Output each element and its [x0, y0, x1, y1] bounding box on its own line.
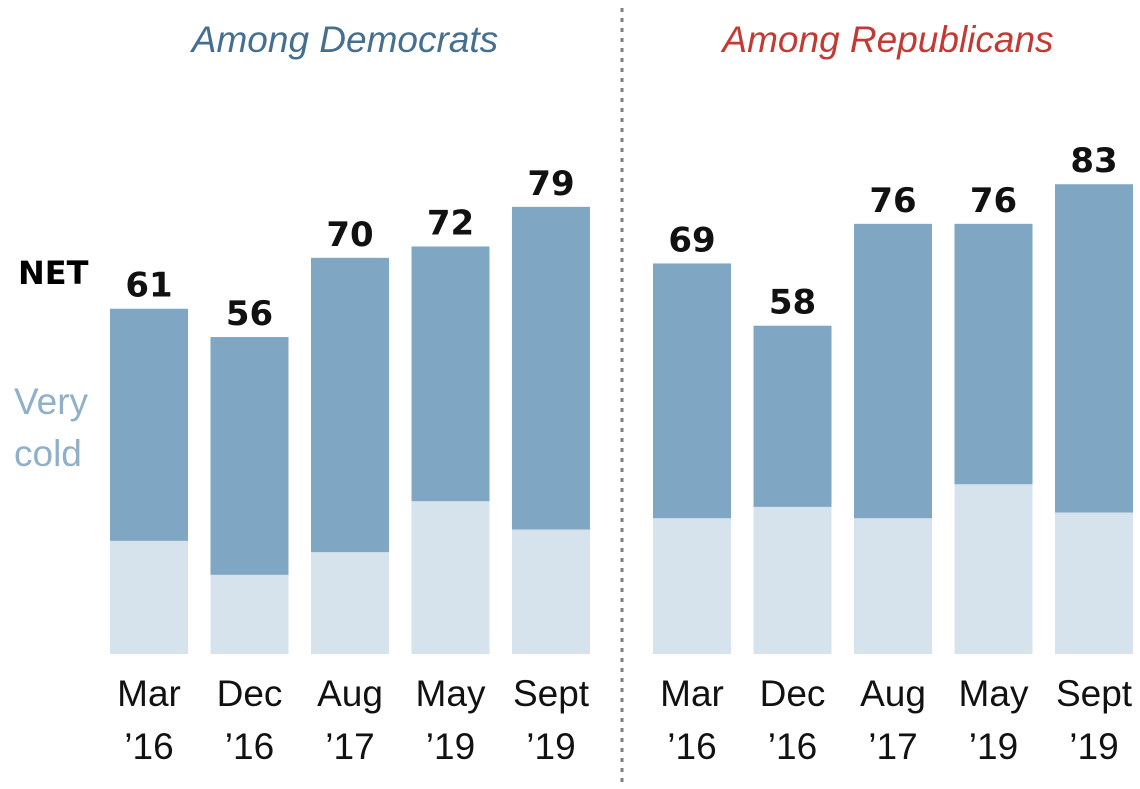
x-tick-year-rep-2: ’17 — [868, 726, 917, 767]
x-tick-month-rep-1: Dec — [760, 673, 826, 714]
net-value-label-rep-3: 76 — [970, 181, 1017, 221]
x-tick-year-rep-0: ’16 — [667, 726, 716, 767]
x-tick-month-rep-4: Sept — [1056, 673, 1133, 714]
legend-net-label: NET — [18, 254, 89, 292]
net-value-label-rep-4: 83 — [1070, 141, 1117, 181]
legend-very-cold-label-line1: Very — [14, 381, 89, 422]
very-cold-bar-rep-3 — [954, 484, 1033, 654]
x-tick-month-rep-0: Mar — [660, 673, 724, 714]
x-tick-year-dem-1: ’16 — [225, 726, 274, 767]
x-tick-year-dem-2: ’17 — [325, 726, 374, 767]
x-tick-month-rep-3: May — [959, 673, 1029, 714]
net-value-label-dem-4: 79 — [527, 164, 574, 204]
net-value-label-dem-0: 61 — [125, 266, 172, 306]
x-tick-year-rep-3: ’19 — [969, 726, 1018, 767]
x-tick-year-dem-0: ’16 — [124, 726, 173, 767]
panel-dem: Among Democrats 61 Mar ’16 56 Dec ’16 70 Aug ’17 7… — [110, 19, 590, 767]
chart-panels: Among Democrats 61 Mar ’16 56 Dec ’16 70 Aug ’17 7… — [110, 19, 1133, 767]
very-cold-bar-dem-2 — [311, 552, 389, 654]
very-cold-bar-rep-1 — [753, 506, 832, 654]
x-tick-year-rep-1: ’16 — [768, 726, 817, 767]
x-tick-month-dem-3: May — [416, 673, 486, 714]
very-cold-bar-dem-3 — [411, 501, 490, 654]
net-value-label-rep-2: 76 — [869, 181, 916, 221]
net-value-label-rep-1: 58 — [769, 283, 816, 323]
x-tick-month-dem-0: Mar — [117, 673, 181, 714]
x-tick-year-rep-4: ’19 — [1069, 726, 1118, 767]
x-tick-month-dem-1: Dec — [217, 673, 283, 714]
very-cold-bar-rep-2 — [854, 518, 932, 654]
net-value-label-dem-3: 72 — [427, 203, 474, 243]
panel-title-rep: Among Republicans — [720, 19, 1053, 60]
legend-very-cold-label-line2: cold — [14, 433, 82, 474]
very-cold-bar-rep-0 — [653, 518, 731, 654]
net-value-label-rep-0: 69 — [668, 220, 715, 260]
panel-rep: Among Republicans 69 Mar ’16 58 Dec ’16 76 Aug ’1… — [653, 19, 1133, 767]
x-tick-month-dem-2: Aug — [317, 673, 383, 714]
very-cold-bar-dem-0 — [110, 540, 188, 654]
net-value-label-dem-1: 56 — [226, 294, 273, 334]
x-tick-year-dem-3: ’19 — [426, 726, 475, 767]
net-value-label-dem-2: 70 — [326, 215, 373, 255]
panel-title-dem: Among Democrats — [190, 19, 498, 60]
very-cold-bar-dem-1 — [210, 574, 289, 654]
very-cold-bar-dem-4 — [512, 529, 590, 654]
x-tick-year-dem-4: ’19 — [526, 726, 575, 767]
x-tick-month-dem-4: Sept — [513, 673, 590, 714]
x-tick-month-rep-2: Aug — [860, 673, 926, 714]
very-cold-bar-rep-4 — [1055, 512, 1133, 654]
